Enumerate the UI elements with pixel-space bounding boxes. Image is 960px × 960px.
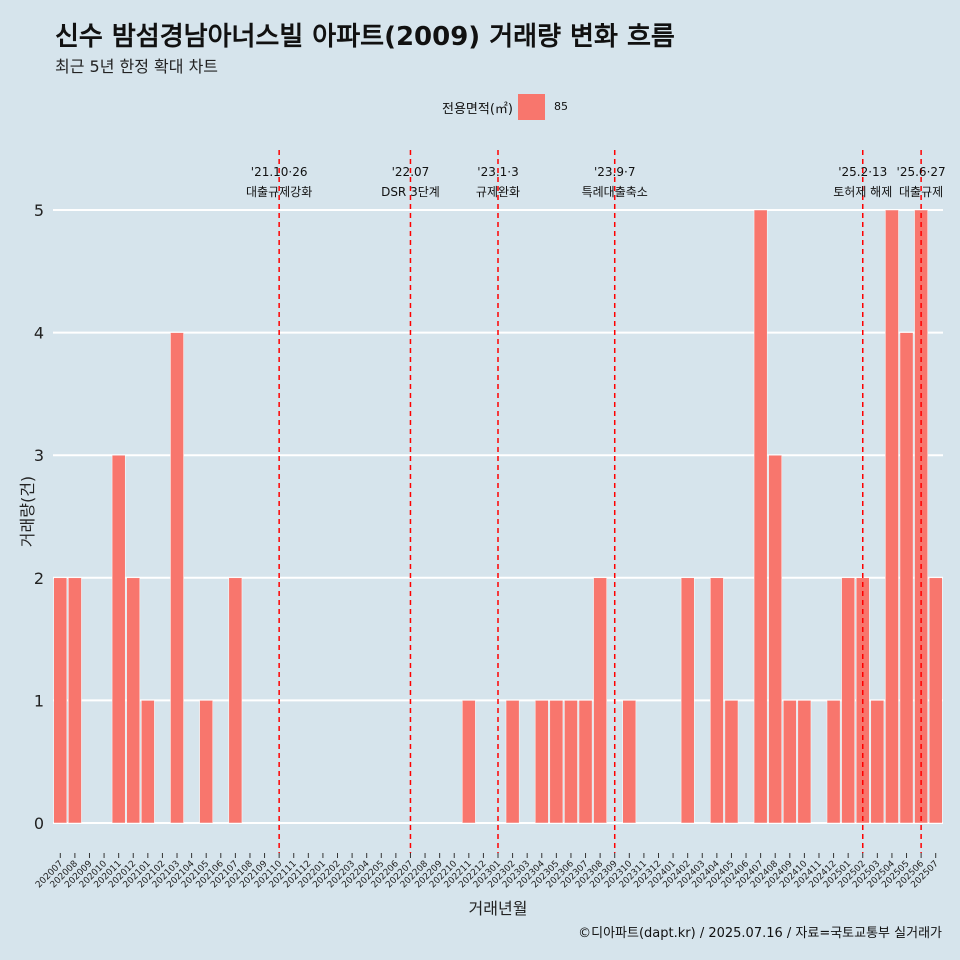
annotation-date: '21.10·26	[251, 165, 308, 179]
bar	[914, 209, 928, 824]
bar	[199, 700, 214, 824]
bar	[68, 577, 82, 824]
legend: 전용면적(㎡) 85	[0, 93, 960, 121]
annotation-date: '25.2·13	[838, 165, 887, 179]
annotation-label: 규제완화	[476, 185, 520, 199]
bar	[593, 577, 607, 824]
y-axis-title: 거래량(건)	[18, 476, 37, 547]
bar	[870, 700, 885, 824]
x-axis-title: 거래년월	[469, 899, 528, 918]
bar	[505, 700, 520, 824]
annotation-date: '22.07	[392, 165, 430, 179]
bar	[111, 454, 126, 824]
annotation-label: DSR 3단계	[381, 185, 440, 199]
y-tick-label: 4	[34, 324, 44, 343]
annotation-label: 대출규제강화	[246, 185, 312, 199]
bar	[928, 577, 943, 824]
bar	[797, 700, 812, 824]
bar	[141, 700, 155, 824]
bar	[899, 332, 914, 824]
y-tick-label: 1	[34, 691, 44, 710]
bar	[724, 700, 739, 824]
bar	[228, 577, 243, 824]
legend-title: 전용면적(㎡)	[442, 102, 513, 117]
bar	[841, 577, 855, 824]
annotation-label: 토허제 해제	[833, 185, 892, 199]
bar	[534, 700, 549, 824]
bar	[768, 454, 783, 824]
bar	[462, 700, 476, 824]
y-tick-label: 0	[34, 814, 44, 833]
bar	[782, 700, 797, 824]
bar	[680, 577, 695, 824]
bar	[578, 700, 593, 824]
chart-subtitle: 최근 5년 한정 확대 차트	[55, 57, 219, 76]
legend-label: 85	[554, 100, 568, 113]
bar	[53, 577, 68, 824]
y-tick-label: 2	[34, 569, 44, 588]
legend-key	[518, 94, 545, 120]
bar	[710, 577, 724, 824]
bar	[826, 700, 841, 824]
annotation-date: '25.6·27	[897, 165, 946, 179]
bar	[622, 700, 637, 824]
y-tick-label: 5	[34, 201, 44, 220]
annotation-label: 특례대출축소	[582, 185, 648, 199]
chart-title: 신수 밤섬경남아너스빌 아파트(2009) 거래량 변화 흐름	[55, 22, 675, 52]
bar	[549, 700, 564, 824]
bar	[564, 700, 578, 824]
bar	[126, 577, 141, 824]
annotation-date: '23.9·7	[594, 165, 635, 179]
bar	[170, 332, 184, 824]
source-caption: ©디아파트(dapt.kr) / 2025.07.16 / 자료=국토교통부 실…	[578, 926, 942, 941]
annotation-label: 대출규제	[899, 185, 943, 199]
y-tick-label: 3	[34, 446, 44, 465]
bar	[753, 209, 768, 824]
bar	[885, 209, 899, 824]
annotation-date: '23.1·3	[477, 165, 518, 179]
